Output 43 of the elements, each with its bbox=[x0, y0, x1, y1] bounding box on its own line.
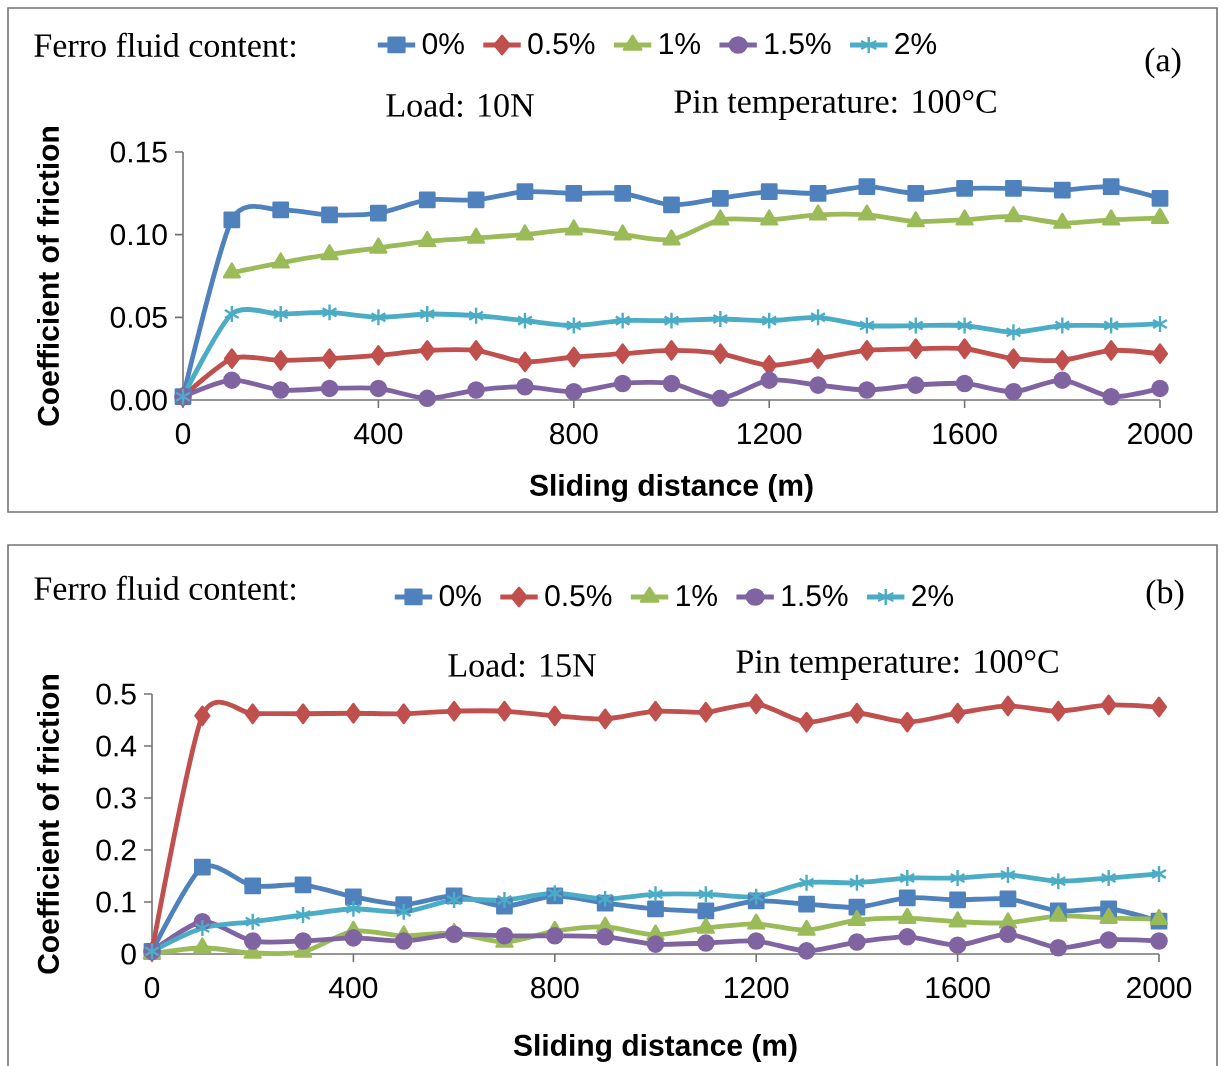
y-tick-label: 0.15 bbox=[110, 141, 167, 163]
text: Pin temperature: 100°C bbox=[736, 650, 1058, 680]
x-tick-label: 1200 bbox=[738, 423, 802, 445]
x-tick-label: 2000 bbox=[1128, 423, 1193, 445]
legend-label: 1% bbox=[659, 33, 700, 55]
y-tick-label: 0 bbox=[121, 943, 136, 965]
legend-label: 0.5% bbox=[528, 33, 595, 55]
x-tick-label: 1600 bbox=[926, 977, 990, 999]
y-tick-label: 0.2 bbox=[96, 839, 136, 861]
legend-label: 1% bbox=[676, 585, 717, 607]
legend-title: Ferro fluid content: bbox=[34, 32, 296, 58]
x-tick-label: 1600 bbox=[933, 423, 997, 445]
y-tick-label: 0.5 bbox=[96, 683, 136, 705]
legend-label: 2% bbox=[895, 33, 937, 55]
x-tick-label: 2000 bbox=[1127, 977, 1192, 999]
text: Load: 10N bbox=[386, 92, 534, 118]
legend-title: Ferro fluid content: bbox=[34, 575, 296, 601]
legend-label: 2% bbox=[912, 585, 954, 607]
x-tick-label: 800 bbox=[550, 423, 598, 445]
legend-label: 0% bbox=[439, 585, 481, 607]
text: (a) bbox=[1145, 47, 1181, 79]
y-tick-label: 0.10 bbox=[110, 224, 167, 246]
legend-label: 0.5% bbox=[545, 585, 612, 607]
x-axis-title: Sliding distance (m) bbox=[513, 1033, 797, 1063]
text: (b) bbox=[1146, 579, 1184, 611]
x-tick-label: 0 bbox=[175, 423, 191, 445]
y-tick-label: 0.05 bbox=[110, 306, 167, 328]
text: Load: 15N bbox=[448, 652, 596, 678]
legend-label: 1.5% bbox=[782, 585, 848, 607]
y-tick-label: 0.4 bbox=[96, 735, 137, 757]
x-axis-title: Sliding distance (m) bbox=[529, 473, 813, 503]
x-tick-label: 400 bbox=[329, 977, 378, 999]
x-tick-label: 400 bbox=[354, 423, 403, 445]
y-axis-title: Coefficient of friction bbox=[36, 675, 59, 974]
y-tick-label: 0.1 bbox=[96, 891, 136, 913]
y-axis-title: Coefficient of friction bbox=[36, 127, 59, 426]
y-tick-label: 0.3 bbox=[96, 787, 136, 809]
legend-label: 0% bbox=[422, 33, 464, 55]
x-tick-label: 1200 bbox=[725, 977, 789, 999]
x-tick-label: 800 bbox=[531, 977, 579, 999]
text: Pin temperature: 100°C bbox=[674, 90, 996, 120]
y-tick-label: 0.00 bbox=[110, 389, 167, 411]
legend-label: 1.5% bbox=[765, 33, 831, 55]
